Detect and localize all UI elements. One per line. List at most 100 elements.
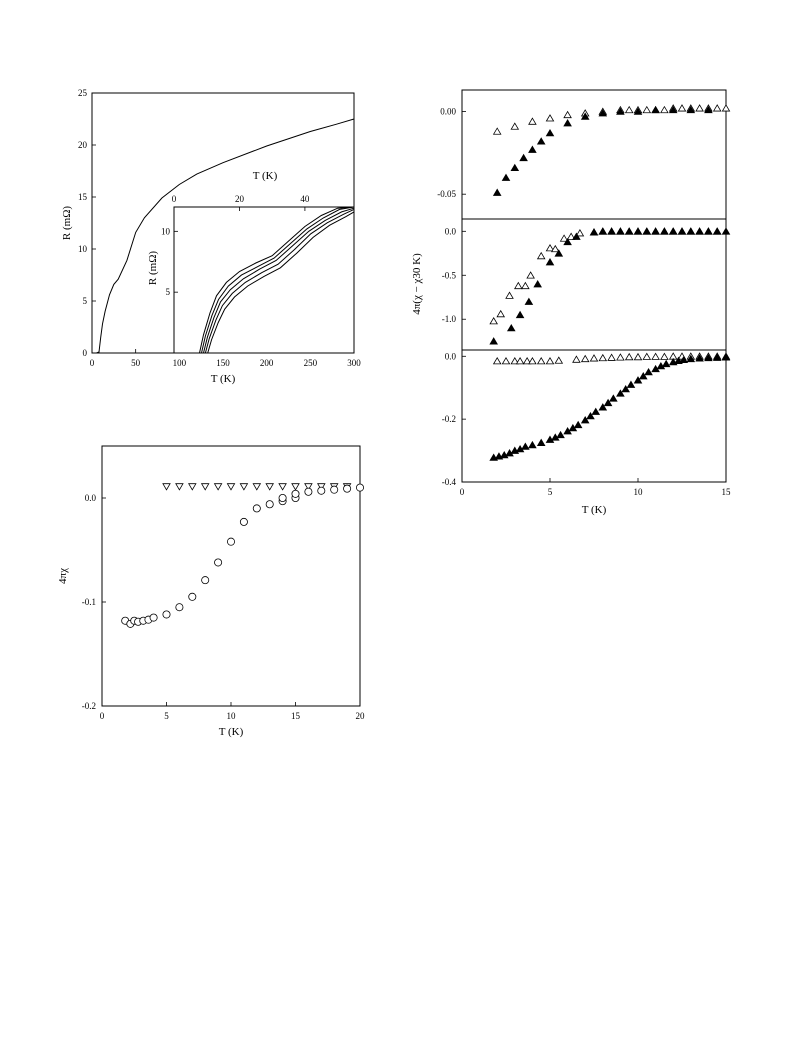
chi-y-tick-label: 0.0 <box>85 493 97 503</box>
chi-panel-bottom-point <box>586 411 595 420</box>
chi-panel-top-point <box>563 119 572 127</box>
chi-point <box>175 483 184 491</box>
inset-x-ticks: 0 20 40 <box>172 194 310 211</box>
chi-y-axis-title: 4πχ <box>57 568 69 584</box>
chi-x-axis-title: T (K) <box>219 726 244 738</box>
chi-panel-middle-point <box>721 227 731 235</box>
chi-panel-bottom: 0.0 -0.2 -0.4 <box>442 351 731 487</box>
chi-panel-middle-point <box>489 337 498 345</box>
chi-panel-middle-point <box>524 297 534 305</box>
resistance-y-tick-label: 20 <box>78 140 88 150</box>
resistance-inset: 0 20 40 5 10 T (K) R (mΩ) <box>147 170 355 354</box>
chi-panel-middle-point <box>677 227 687 235</box>
chi-panel-bottom-point <box>580 354 590 363</box>
inset-y-axis-title: R (mΩ) <box>147 251 159 285</box>
chi-x-tick-label: 10 <box>227 711 237 721</box>
resistance-x-tick-label: 200 <box>260 358 274 368</box>
chi-panel-middle-point <box>686 227 696 235</box>
chi-y-tick-label: -0.2 <box>82 701 96 711</box>
chi-panel-bottom-point <box>712 353 722 361</box>
inset-x-axis-title: T (K) <box>253 170 278 182</box>
chi-panel-middle-point <box>554 249 564 257</box>
inset-curves <box>199 206 355 354</box>
resistance-x-tick-label: 250 <box>304 358 318 368</box>
chi-point <box>162 483 171 491</box>
chi-stacked-x-tick-label: 15 <box>722 487 732 497</box>
resistance-x-axis-title: T (K) <box>211 373 236 385</box>
chi-panel-top-point <box>492 127 502 135</box>
chi-panel-top-point <box>545 114 555 122</box>
chi-panel-middle-point <box>514 281 523 290</box>
chi-panel-bottom-y-tick-label: 0.0 <box>445 351 457 361</box>
chi-panel-middle-point <box>575 229 585 237</box>
inset-curve <box>203 207 355 354</box>
chi-panel-middle-point <box>521 281 530 290</box>
chi-stacked-x-tick-label: 0 <box>460 487 465 497</box>
chi-point <box>188 592 197 601</box>
chi-panel-middle-point <box>633 227 643 235</box>
chi-point <box>200 483 210 491</box>
chi-panel-middle-point <box>624 227 634 235</box>
chi-panel-middle-y-tick-label: -0.5 <box>442 270 457 280</box>
chi-panel-middle-point <box>536 251 546 260</box>
chi-panel-bottom-point <box>686 354 696 363</box>
chi-panel-top-point <box>616 107 625 115</box>
chi-panel-bottom-y-tick-label: -0.4 <box>442 477 457 487</box>
resistance-x-tick-label: 150 <box>216 358 230 368</box>
chi-panel-bottom-point <box>522 356 532 365</box>
chi-point <box>226 483 236 491</box>
chi-panel-top-point <box>642 105 652 114</box>
chi-point <box>304 487 313 496</box>
chi-panel-middle-point <box>505 291 514 299</box>
chi-panel-top-point <box>660 105 669 114</box>
resistance-x-tick-label: 100 <box>173 358 187 368</box>
chi-point <box>355 483 364 492</box>
chi-panel-bottom-point <box>492 356 502 365</box>
resistance-y-axis-title: R (mΩ) <box>61 206 73 240</box>
chi-panel-middle-point <box>506 323 516 332</box>
chi-point <box>291 489 300 498</box>
resistance-x-tick-label: 0 <box>90 358 95 368</box>
chi-stacked-x-tick-label: 5 <box>548 487 553 497</box>
chi-panel-top-point <box>528 145 537 153</box>
inset-x-tick-label: 20 <box>235 194 245 204</box>
chi-panel-bottom-point <box>626 380 636 388</box>
chi-point <box>149 613 158 622</box>
chi-panel-middle-point <box>515 310 525 319</box>
chi-panel-middle-point <box>651 227 660 235</box>
resistance-y-tick-label: 25 <box>78 88 88 98</box>
chi-panel-middle-point <box>660 227 669 235</box>
chi-panel-top-point <box>712 104 722 112</box>
chi-panel-bottom-point <box>536 438 546 446</box>
chi-panel-bottom-point <box>616 353 625 361</box>
chi-plot: 0 5 10 15 20 0.0 -0.1 -0.2 T (K) 4πχ <box>57 445 365 738</box>
chi-panel-middle-point <box>563 237 572 246</box>
inset-x-tick-label: 40 <box>300 194 310 204</box>
inset-curve <box>201 206 355 354</box>
chi-panel-top-point <box>510 163 520 172</box>
chi-panel-top-point <box>510 122 520 130</box>
inset-y-ticks: 5 10 <box>161 226 178 297</box>
chi-point <box>343 484 352 493</box>
chi-panel-bottom-point <box>638 372 648 380</box>
chi-panel-bottom-point <box>616 389 625 397</box>
chi-panel-middle-point <box>616 227 625 235</box>
chi-point <box>304 483 313 491</box>
chi-panel-bottom-point <box>521 442 530 450</box>
chi-panel-top-y-tick-label: -0.05 <box>437 189 456 199</box>
chi-points <box>121 483 364 628</box>
chi-point <box>162 610 171 619</box>
chi-point <box>239 483 249 491</box>
chi-panel-middle-point <box>695 227 704 235</box>
chi-panel-top-point <box>536 137 546 145</box>
chi-panel-top-point <box>580 112 590 120</box>
chi-panel-bottom-point <box>598 353 608 362</box>
chi-x-tick-label: 0 <box>100 711 105 721</box>
chi-panel-bottom-point <box>536 356 546 365</box>
chi-panel-bottom-point <box>603 398 613 407</box>
chi-panel-bottom-point <box>589 354 599 362</box>
resistance-y-ticks: 0 5 10 15 20 25 <box>78 88 96 358</box>
chi-panel-bottom-point <box>528 356 537 365</box>
resistance-curve <box>92 118 355 354</box>
chi-panel-bottom-y-tick-label: -0.2 <box>442 414 456 424</box>
